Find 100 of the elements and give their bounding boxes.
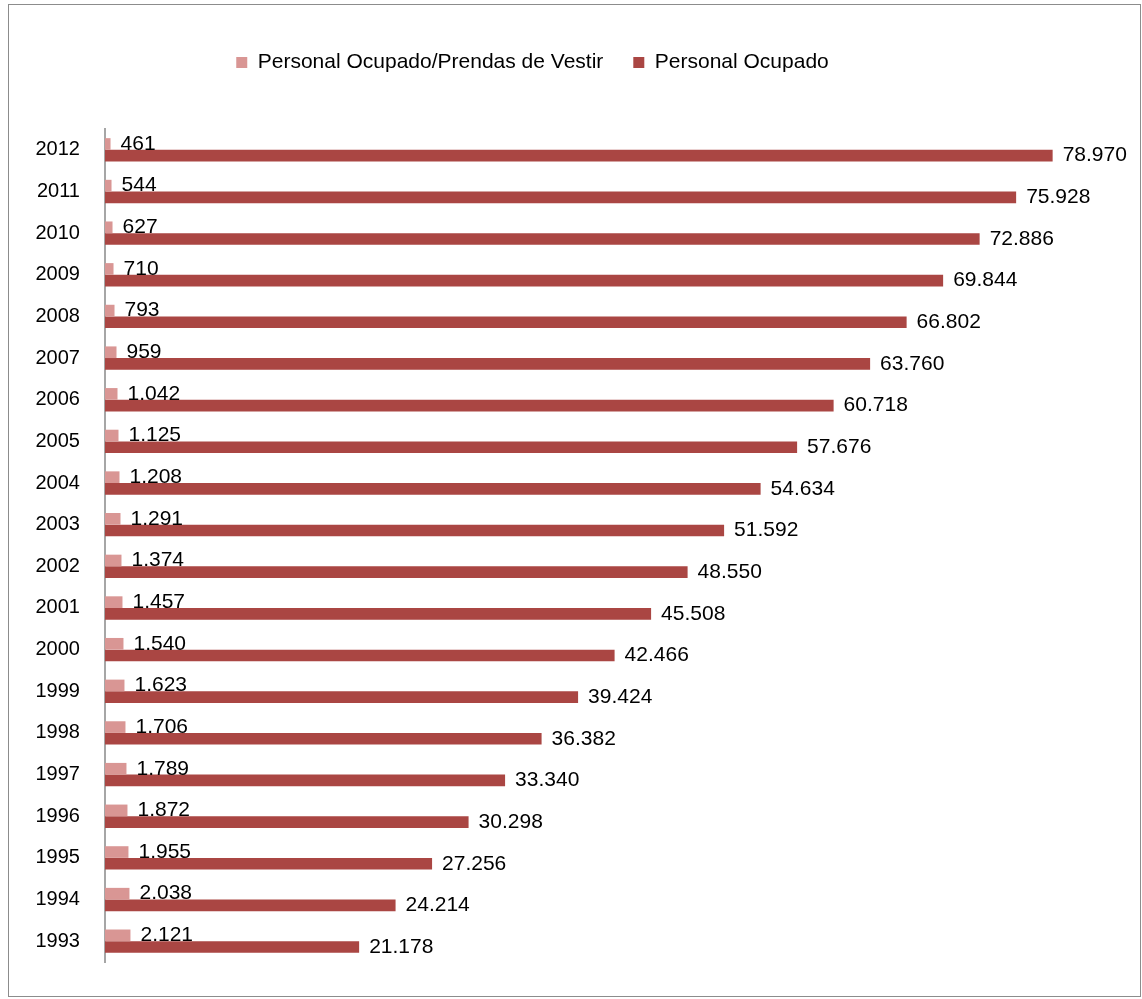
y-tick-label: 2006 — [35, 387, 80, 410]
data-label: 710 — [123, 255, 159, 279]
y-tick-label: 2005 — [35, 428, 80, 451]
y-tick-label: 2008 — [35, 303, 80, 326]
data-label: 60.718 — [843, 392, 908, 416]
bar — [105, 149, 1053, 162]
bar — [105, 346, 117, 359]
data-label: 1.291 — [130, 505, 184, 529]
bar — [105, 899, 396, 912]
data-label: 45.508 — [661, 600, 726, 624]
legend-label: Personal Ocupado/Prendas de Vestir — [257, 49, 604, 73]
bar — [105, 513, 121, 525]
data-label: 39.424 — [588, 683, 653, 707]
data-label: 51.592 — [734, 517, 799, 541]
bar — [105, 566, 688, 578]
data-label: 2.038 — [139, 880, 193, 904]
data-label: 24.214 — [405, 892, 471, 916]
data-label: 66.802 — [916, 309, 981, 333]
data-label: 75.928 — [1026, 184, 1091, 208]
y-tick-label: 1996 — [35, 803, 80, 826]
y-tick-label: 1999 — [35, 678, 80, 701]
bar — [105, 804, 128, 817]
y-tick-label: 2004 — [35, 470, 80, 493]
bar — [105, 649, 615, 662]
data-label: 1.125 — [128, 422, 182, 446]
bar — [105, 721, 126, 733]
bar — [105, 816, 469, 828]
data-label: 27.256 — [442, 850, 507, 874]
y-tick-label: 2002 — [35, 553, 80, 576]
bar — [105, 941, 360, 953]
bar — [105, 441, 798, 454]
y-tick-label: 1993 — [35, 928, 80, 951]
bar — [105, 607, 652, 620]
bar — [105, 679, 125, 692]
y-tick-label: 2011 — [36, 178, 80, 201]
bar — [105, 596, 123, 608]
data-label: 78.970 — [1062, 142, 1127, 166]
data-label: 793 — [124, 297, 160, 321]
data-label: 21.178 — [369, 933, 434, 957]
data-label: 461 — [120, 130, 156, 154]
bar — [105, 358, 871, 370]
y-tick-label: 2010 — [35, 220, 80, 243]
data-label: 627 — [122, 214, 158, 238]
bar — [105, 554, 122, 567]
bar — [105, 388, 118, 400]
y-tick-label: 2000 — [35, 637, 80, 660]
bar — [105, 221, 113, 234]
data-label: 1.623 — [134, 672, 188, 696]
data-label: 63.760 — [880, 350, 945, 374]
y-tick-label: 2001 — [35, 595, 80, 618]
data-label: 1.872 — [137, 797, 191, 821]
data-label: 1.540 — [133, 630, 187, 654]
bar — [105, 471, 120, 484]
data-label: 1.208 — [129, 463, 183, 487]
data-label: 1.706 — [135, 713, 189, 737]
bar — [105, 138, 111, 150]
bar — [105, 857, 433, 870]
data-label: 36.382 — [551, 725, 616, 749]
bar — [105, 691, 579, 703]
data-label: 544 — [121, 172, 157, 196]
bar — [105, 732, 542, 745]
y-tick-label: 1995 — [35, 845, 80, 868]
data-label: 57.676 — [807, 434, 872, 457]
y-tick-label: 2003 — [35, 512, 80, 535]
bar — [105, 316, 907, 329]
data-label: 1.955 — [138, 838, 192, 862]
y-tick-label: 1998 — [35, 720, 80, 743]
bar — [105, 191, 1017, 204]
y-tick-label: 1994 — [35, 887, 80, 910]
y-tick-label: 2009 — [35, 262, 80, 285]
bar — [105, 263, 114, 275]
data-label: 2.121 — [140, 922, 194, 946]
data-label: 42.466 — [624, 642, 689, 666]
data-label: 72.886 — [989, 225, 1054, 249]
bar — [105, 929, 131, 942]
data-label: 1.374 — [131, 547, 185, 571]
bar — [105, 399, 834, 412]
data-label: 1.457 — [132, 588, 186, 612]
bar — [105, 887, 130, 900]
bar — [105, 483, 761, 495]
bar — [105, 846, 129, 858]
data-label: 1.789 — [136, 755, 190, 779]
bar — [105, 179, 112, 192]
data-label: 69.844 — [953, 267, 1018, 291]
bar — [105, 524, 725, 537]
bar — [105, 774, 506, 787]
data-label: 30.298 — [478, 808, 543, 832]
bar — [105, 304, 115, 317]
data-label: 48.550 — [697, 558, 762, 582]
y-tick-label: 1997 — [35, 762, 80, 785]
data-label: 54.634 — [770, 475, 836, 499]
bar — [105, 274, 944, 287]
y-tick-label: 2012 — [35, 137, 80, 160]
bar — [105, 762, 127, 775]
data-label: 959 — [126, 339, 162, 363]
data-label: 1.042 — [127, 380, 181, 404]
legend-label: Personal Ocupado — [654, 49, 829, 73]
bar — [105, 233, 980, 245]
data-label: 33.340 — [515, 767, 580, 791]
y-tick-label: 2007 — [35, 345, 80, 368]
